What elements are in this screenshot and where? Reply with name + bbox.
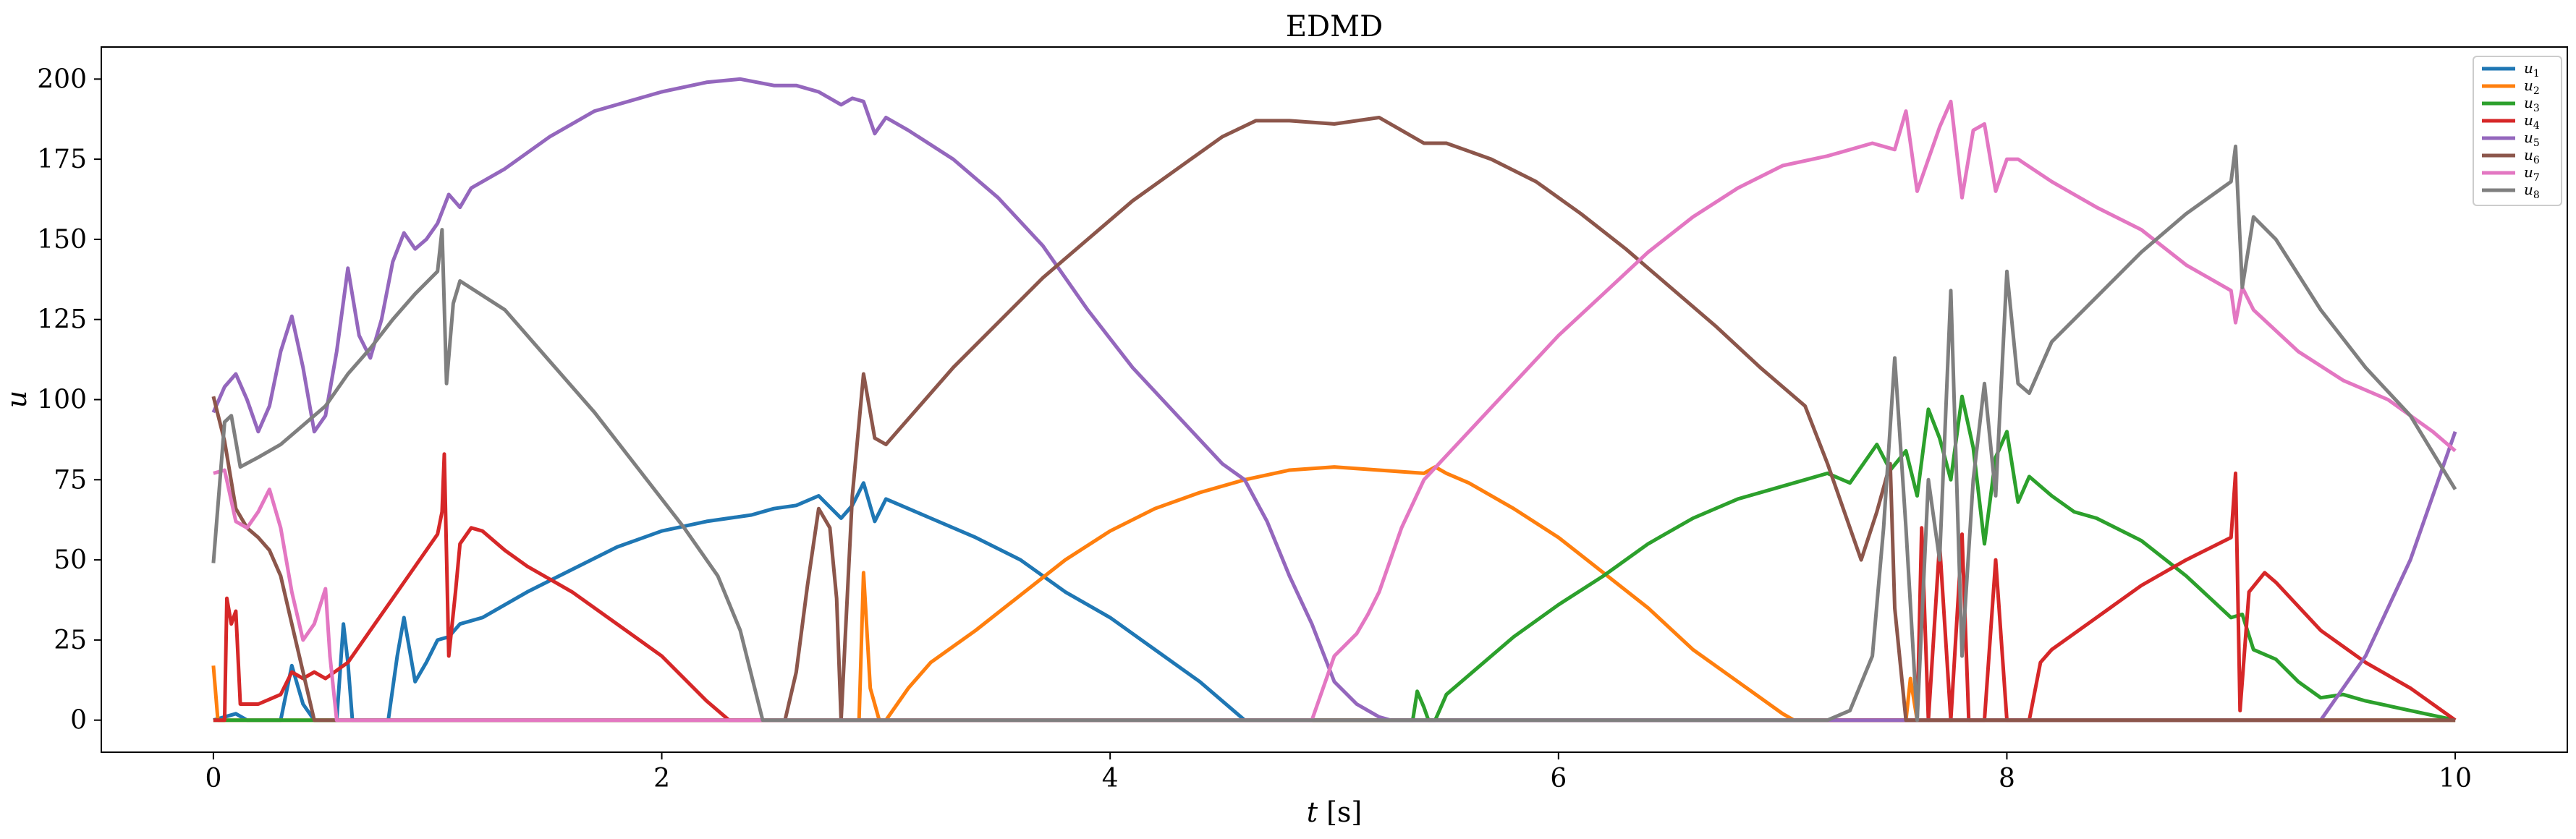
series-line-u6	[211, 116, 2456, 723]
series-line-u1	[213, 481, 2456, 723]
y-tick-label: 175	[37, 145, 87, 174]
y-tick-label: 125	[37, 305, 87, 335]
x-tick-label: 0	[205, 764, 221, 793]
legend-label-u2: u2	[2524, 77, 2540, 97]
chart-title: EDMD	[1286, 10, 1383, 43]
x-tick-label: 4	[1102, 764, 1119, 793]
x-axis-label: t [s]	[1307, 796, 1363, 828]
y-tick-label: 100	[37, 386, 87, 415]
axes-frame	[101, 46, 2568, 753]
series-line-u3	[213, 394, 2456, 723]
legend-label-u8: u8	[2524, 181, 2540, 201]
plot-area	[211, 77, 2457, 723]
y-tick-label: 75	[54, 465, 87, 495]
legend-label-u3: u3	[2524, 94, 2540, 114]
legend-label-u5: u5	[2524, 129, 2540, 149]
series-line-u8	[211, 144, 2457, 723]
legend-label-u1: u1	[2524, 59, 2540, 80]
y-tick-label: 25	[54, 626, 87, 655]
legend-label-u6: u6	[2524, 146, 2540, 166]
x-tick-label: 8	[1999, 764, 2015, 793]
y-axis-label: u	[1, 391, 33, 408]
y-tick-label: 0	[70, 706, 87, 736]
legend-label-u4: u4	[2524, 111, 2540, 132]
y-tick-label: 50	[54, 545, 87, 575]
x-tick-label: 10	[2439, 764, 2472, 793]
series-line-u7	[213, 99, 2457, 723]
x-tick-label: 2	[653, 764, 670, 793]
legend-label-u7: u7	[2524, 163, 2540, 184]
legend-box	[2473, 56, 2562, 206]
series-line-u4	[213, 452, 2457, 723]
y-tick-label: 150	[37, 225, 87, 255]
series-line-u5	[211, 77, 2457, 723]
y-tick-label: 200	[37, 64, 87, 94]
x-tick-label: 6	[1550, 764, 1567, 793]
